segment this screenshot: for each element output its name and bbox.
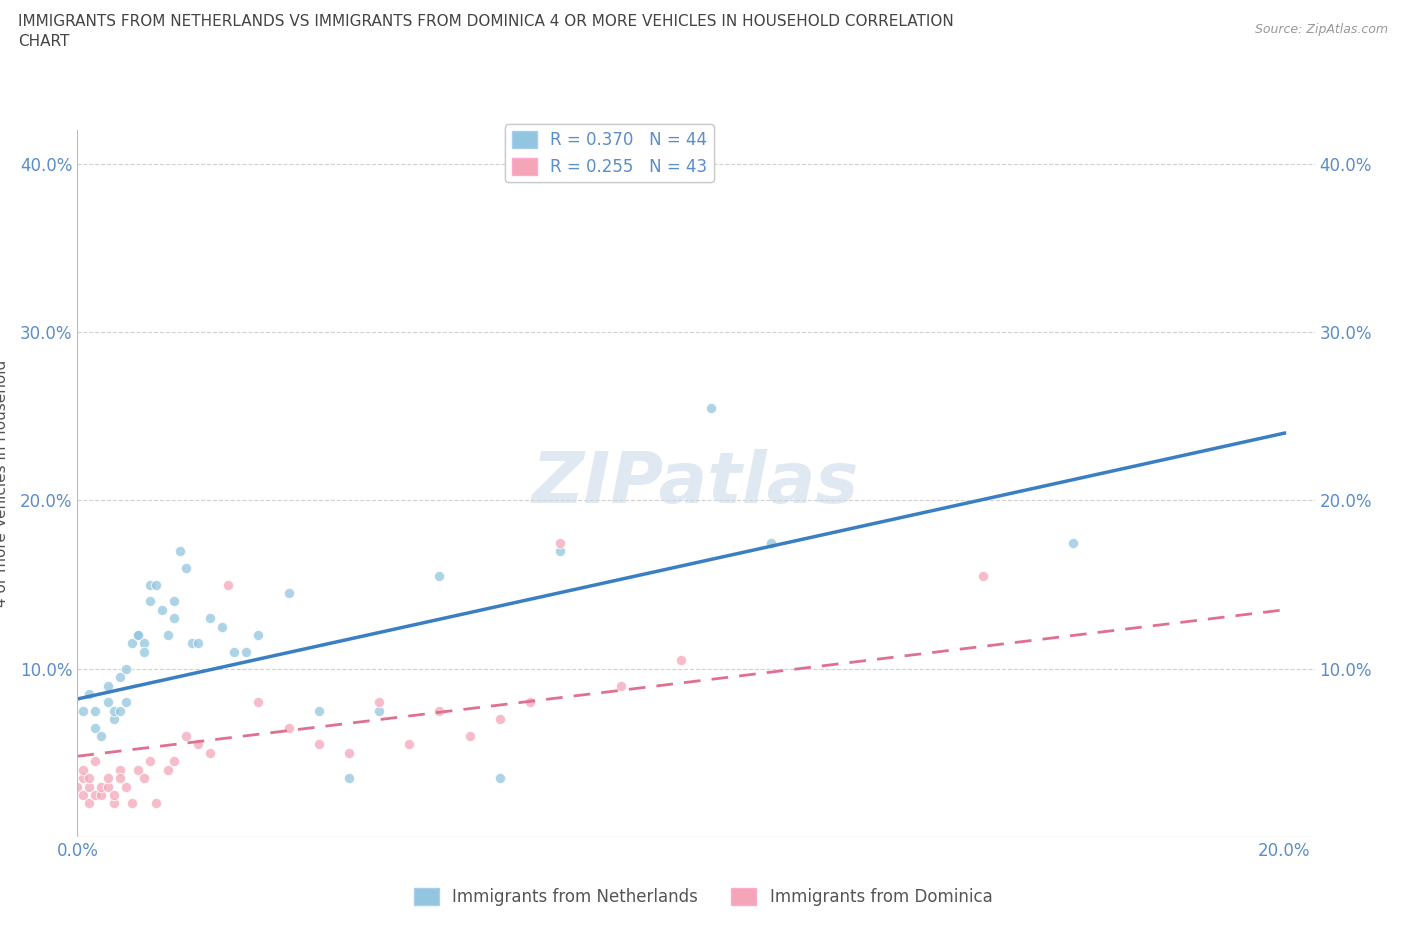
Point [211, 619, 233, 634]
Point [337, 746, 360, 761]
Point [84, 720, 107, 735]
Point [114, 661, 136, 676]
Point [972, 569, 994, 584]
Text: IMMIGRANTS FROM NETHERLANDS VS IMMIGRANTS FROM DOMINICA 4 OR MORE VEHICLES IN HO: IMMIGRANTS FROM NETHERLANDS VS IMMIGRANT… [18, 14, 955, 29]
Point [235, 644, 257, 659]
Point [548, 535, 571, 550]
Point [103, 796, 125, 811]
Point [96, 771, 118, 786]
Point [108, 763, 131, 777]
Point [121, 636, 143, 651]
Point [368, 695, 391, 710]
Point [488, 711, 510, 726]
Point [114, 695, 136, 710]
Legend: R = 0.370   N = 44, R = 0.255   N = 43: R = 0.370 N = 44, R = 0.255 N = 43 [505, 125, 714, 182]
Legend: Immigrants from Netherlands, Immigrants from Dominica: Immigrants from Netherlands, Immigrants … [406, 881, 1000, 912]
Point [139, 578, 162, 592]
Point [79, 686, 101, 701]
Point [217, 578, 239, 592]
Point [174, 728, 197, 743]
Point [145, 796, 167, 811]
Point [84, 754, 107, 769]
Point [548, 543, 571, 558]
Point [150, 603, 173, 618]
Point [224, 644, 246, 659]
Point [1062, 535, 1084, 550]
Point [96, 678, 118, 693]
Point [72, 788, 94, 803]
Point [84, 788, 107, 803]
Point [79, 771, 101, 786]
Point [163, 594, 186, 609]
Point [368, 703, 391, 718]
Point [90, 788, 112, 803]
Point [156, 628, 179, 643]
Point [103, 711, 125, 726]
Point [132, 636, 155, 651]
Point [139, 754, 162, 769]
Point [103, 788, 125, 803]
Point [90, 779, 112, 794]
Point [79, 779, 101, 794]
Point [90, 728, 112, 743]
Point [108, 771, 131, 786]
Point [187, 636, 209, 651]
Point [127, 628, 149, 643]
Point [127, 628, 149, 643]
Point [609, 678, 631, 693]
Point [761, 535, 783, 550]
Point [72, 763, 94, 777]
Point [163, 611, 186, 626]
Point [139, 594, 162, 609]
Point [488, 771, 510, 786]
Point [458, 728, 481, 743]
Point [429, 569, 451, 584]
Y-axis label: 4 or more Vehicles in Household: 4 or more Vehicles in Household [0, 360, 8, 607]
Point [121, 796, 143, 811]
Point [145, 578, 167, 592]
Point [337, 771, 360, 786]
Point [127, 763, 149, 777]
Point [96, 695, 118, 710]
Point [277, 586, 299, 601]
Point [181, 636, 204, 651]
Point [669, 653, 692, 668]
Point [308, 737, 330, 751]
Point [103, 703, 125, 718]
Point [174, 560, 197, 575]
Point [132, 644, 155, 659]
Point [108, 670, 131, 684]
Point [700, 401, 723, 416]
Point [187, 737, 209, 751]
Point [79, 796, 101, 811]
Point [114, 779, 136, 794]
Text: Source: ZipAtlas.com: Source: ZipAtlas.com [1254, 23, 1388, 36]
Point [398, 737, 420, 751]
Text: ZIPatlas: ZIPatlas [533, 449, 859, 518]
Point [277, 720, 299, 735]
Point [72, 771, 94, 786]
Point [247, 628, 270, 643]
Point [72, 703, 94, 718]
Text: CHART: CHART [18, 34, 70, 49]
Point [108, 703, 131, 718]
Point [163, 754, 186, 769]
Point [519, 695, 541, 710]
Point [308, 703, 330, 718]
Point [429, 703, 451, 718]
Point [247, 695, 270, 710]
Point [84, 703, 107, 718]
Point [156, 763, 179, 777]
Point [169, 543, 191, 558]
Point [96, 779, 118, 794]
Point [198, 746, 221, 761]
Point [132, 771, 155, 786]
Point [66, 779, 89, 794]
Point [198, 611, 221, 626]
